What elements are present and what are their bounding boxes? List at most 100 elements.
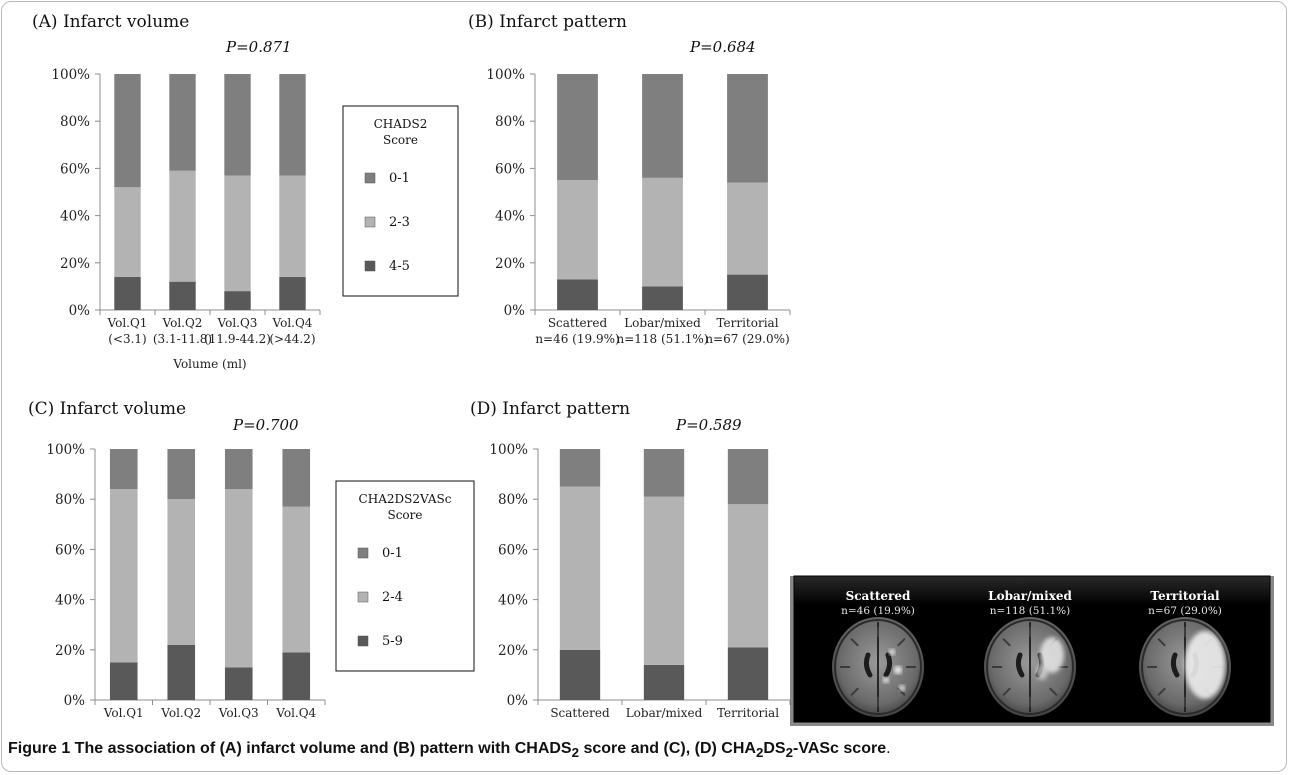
bar-segment-0-1 [114,74,141,188]
p-value-label: P=0.684 [689,38,756,56]
legend-bottom: CHA2DS2VASc Score 0-1 2-4 5-9 [335,480,475,672]
bar-segment-2-3 [224,175,251,292]
chart-panel-d: (D) Infarct pattern P=0.589 0% 20% 40% 60% 80%… [470,399,791,720]
bar-segment-2-4 [643,496,685,665]
legend-swatch [357,635,369,647]
bar-segment-0-1 [109,449,138,490]
legend-label: 5-9 [382,634,403,649]
x-tick-label: Vol.Q1 [103,706,144,720]
y-tick-label: 60% [498,542,528,558]
bar-segment-0-1 [727,74,768,183]
bar-segment-0-1 [643,449,685,497]
y-tick-label: 40% [498,593,528,609]
bar-segment-2-4 [167,499,196,645]
x-tick-sublabel: n=67 (29.0%) [705,332,789,346]
y-tick-label: 80% [60,114,90,130]
x-tick-label: Scattered [550,706,610,720]
mri-label: Scattered [846,589,911,603]
caption-text: The association of (A) infarct volume an… [70,740,572,757]
x-tick-sublabel: (>44.2) [269,332,315,346]
bar-segment-5-9 [643,664,685,700]
bar-segment-4-5 [642,286,683,310]
y-tick-label: 100% [51,67,90,83]
chart-title: (B) Infarct pattern [468,12,627,32]
x-tick-label: Lobar/mixed [624,316,701,330]
legend-label: 0-1 [382,546,403,561]
bar-segment-2-3 [642,177,683,287]
y-tick-label: 100% [489,442,528,458]
y-tick-label: 80% [498,492,528,508]
y-tick-label: 20% [60,256,90,272]
mri-label: Lobar/mixed [988,589,1072,603]
bar-segment-2-3 [279,175,306,277]
x-tick-label: Vol.Q4 [272,316,313,330]
chart-title: (A) Infarct volume [32,12,189,32]
y-tick-label: 0% [69,303,91,319]
caption-text: score and (C), (D) CHA [579,740,756,757]
bar-segment-5-9 [224,667,253,700]
bar-segment-2-4 [559,486,601,650]
x-tick-label: Lobar/mixed [626,706,703,720]
bar-segment-5-9 [282,652,311,700]
bar-segment-5-9 [559,649,601,700]
y-tick-label: 40% [55,593,85,609]
x-tick-sublabel: (<3.1) [108,332,147,346]
bar-segment-0-1 [559,449,601,487]
bar-segment-2-3 [727,182,768,275]
bar-segment-4-5 [114,276,141,310]
x-tick-label: Vol.Q2 [162,316,203,330]
x-tick-label: Territorial [717,706,779,720]
y-tick-label: 20% [498,643,528,659]
caption-subscript: 2 [571,745,580,761]
y-tick-label: 100% [486,67,525,83]
bar-segment-0-1 [282,449,311,507]
y-tick-label: 100% [46,442,85,458]
y-tick-label: 80% [495,114,525,130]
p-value-label: P=0.589 [675,416,742,434]
bar-segment-5-9 [727,647,769,700]
mri-sublabel: n=46 (19.9%) [841,605,915,617]
x-tick-label: Scattered [548,316,608,330]
brain-mri-scan [984,617,1076,717]
bar-segment-2-4 [727,504,769,648]
y-tick-label: 20% [55,643,85,659]
caption-subscript: 2 [785,745,794,761]
bar-segment-2-3 [169,170,196,282]
bar-segment-4-5 [279,276,306,310]
y-tick-label: 0% [64,693,86,709]
bar-segment-2-3 [114,187,141,277]
x-tick-label: Vol.Q3 [217,316,258,330]
y-tick-label: 40% [495,209,525,225]
legend-swatch [357,591,369,603]
x-tick-label: Territorial [716,316,778,330]
legend-label: 2-4 [382,590,403,605]
bar-segment-5-9 [167,644,196,700]
mri-label: Territorial [1150,589,1220,603]
legend-title: Score [387,508,422,522]
legend-label: 0-1 [389,171,410,186]
bar-segment-2-4 [109,489,138,663]
y-tick-label: 20% [495,256,525,272]
legend-title: Score [383,133,418,147]
legend-label: 4-5 [389,259,410,274]
bar-segment-2-4 [282,506,311,653]
x-tick-sublabel: (11.9-44.2) [204,332,271,346]
bar-segment-0-1 [727,449,769,505]
brain-mri-scan [832,617,924,717]
bar-segment-0-1 [224,74,251,176]
y-tick-label: 40% [60,209,90,225]
x-tick-sublabel: n=46 (19.9%) [535,332,619,346]
y-tick-label: 60% [495,161,525,177]
bar-segment-0-1 [557,74,598,181]
x-tick-label: Vol.Q1 [107,316,148,330]
legend-swatch [357,547,369,559]
bar-segment-0-1 [167,449,196,500]
x-tick-sublabel: (3.1-11.8) [153,332,212,346]
p-value-label: P=0.871 [225,38,292,56]
y-tick-label: 0% [504,303,526,319]
bar-segment-0-1 [642,74,683,178]
bar-segment-4-5 [557,279,598,310]
y-tick-label: 80% [55,492,85,508]
caption-subscript: 2 [755,745,764,761]
